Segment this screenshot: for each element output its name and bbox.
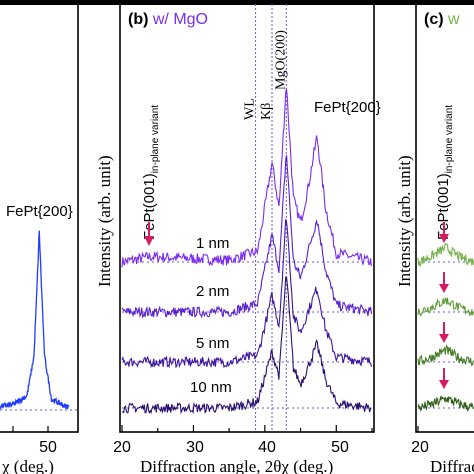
panel-a-series-line	[0, 230, 70, 410]
panel-c-title-prefix: (c)	[424, 11, 448, 28]
panel-a-peak-label: FePt{200}	[6, 203, 73, 220]
panel-c-series-line-3	[417, 344, 474, 367]
panel-c-title-text: w	[447, 11, 460, 28]
series-label-5nm: 5 nm	[196, 335, 229, 352]
reference-label-mgo200: MgO(200)	[273, 30, 288, 90]
panel-c-ylabel: Intensity (arb. unit)	[395, 155, 414, 287]
series-line-1nm	[121, 88, 372, 268]
panel-c-frame	[415, 3, 474, 433]
panel-b-frame	[119, 3, 375, 433]
panel-c-arrow-label: FePt(001)in-plane variant	[435, 105, 455, 240]
series-line-10nm	[121, 276, 372, 415]
panel-b-tick-label-20: 20	[113, 439, 131, 456]
panel-c: (c) w Intensity (arb. unit) FePt(001)in-…	[395, 3, 474, 474]
panel-b-tick-label-30: 30	[186, 439, 204, 456]
panel-b-arrow-head	[144, 236, 154, 246]
panel-b-series-group	[121, 88, 372, 415]
panel-a-xlabel: χ (deg.)	[1, 457, 54, 474]
panel-b-peak-label: FePt{200}	[314, 99, 381, 116]
series-line-2nm	[121, 155, 372, 319]
panel-c-arrows	[439, 222, 449, 389]
panel-a: FePt{200} 50 χ (deg.)	[0, 3, 79, 474]
series-line-5nm	[121, 219, 372, 369]
panel-b-x-ticks	[121, 425, 373, 432]
panel-b-tick-label-40: 40	[258, 439, 276, 456]
panel-b-title-prefix: (b)	[128, 11, 153, 28]
panel-c-series-line-2	[417, 296, 474, 317]
panel-b: (b) w/ MgO WL Kβ MgO(200) FePt{200} FePt…	[95, 3, 381, 474]
reference-label-wl: WL	[243, 98, 258, 120]
panel-c-series-line-4	[417, 395, 474, 412]
panel-b-title-text: w/ MgO	[152, 11, 208, 28]
panel-b-arrow-label: FePt(001)in-plane variant	[141, 105, 161, 240]
panel-c-title: (c) w	[424, 11, 460, 28]
panel-b-arrow-label-sub: in-plane variant	[150, 105, 161, 174]
panel-b-title: (b) w/ MgO	[128, 11, 208, 28]
reference-label-kbeta: Kβ	[259, 103, 274, 120]
panel-b-arrow-label-main: FePt(001)	[141, 173, 158, 240]
series-label-10nm: 10 nm	[190, 379, 232, 396]
panel-a-tick-label-50: 50	[39, 439, 57, 456]
panel-c-arrow-head-2	[439, 284, 449, 293]
panel-c-arrow-label-sub: in-plane variant	[444, 105, 455, 174]
panel-c-arrow-head-1	[439, 234, 449, 243]
panel-c-arrow-label-main: FePt(001)	[435, 173, 452, 240]
panel-c-tick-label-20: 20	[411, 439, 429, 456]
panel-c-series-group	[417, 242, 474, 412]
panel-c-arrow-head-4	[439, 380, 449, 389]
top-border	[0, 0, 474, 5]
series-label-2nm: 2 nm	[196, 283, 229, 300]
panel-b-tick-label-50: 50	[331, 439, 349, 456]
series-label-1nm: 1 nm	[196, 235, 229, 252]
panel-a-frame	[0, 3, 79, 433]
panel-c-xlabel: Diffrac	[430, 457, 474, 474]
panel-c-series-line-1	[417, 242, 474, 268]
panel-b-xlabel: Diffraction angle, 2θχ (deg.)	[140, 457, 333, 474]
panel-c-arrow-head-3	[439, 334, 449, 343]
panel-b-ylabel: Intensity (arb. unit)	[95, 155, 114, 287]
panel-b-arrow	[144, 222, 154, 246]
